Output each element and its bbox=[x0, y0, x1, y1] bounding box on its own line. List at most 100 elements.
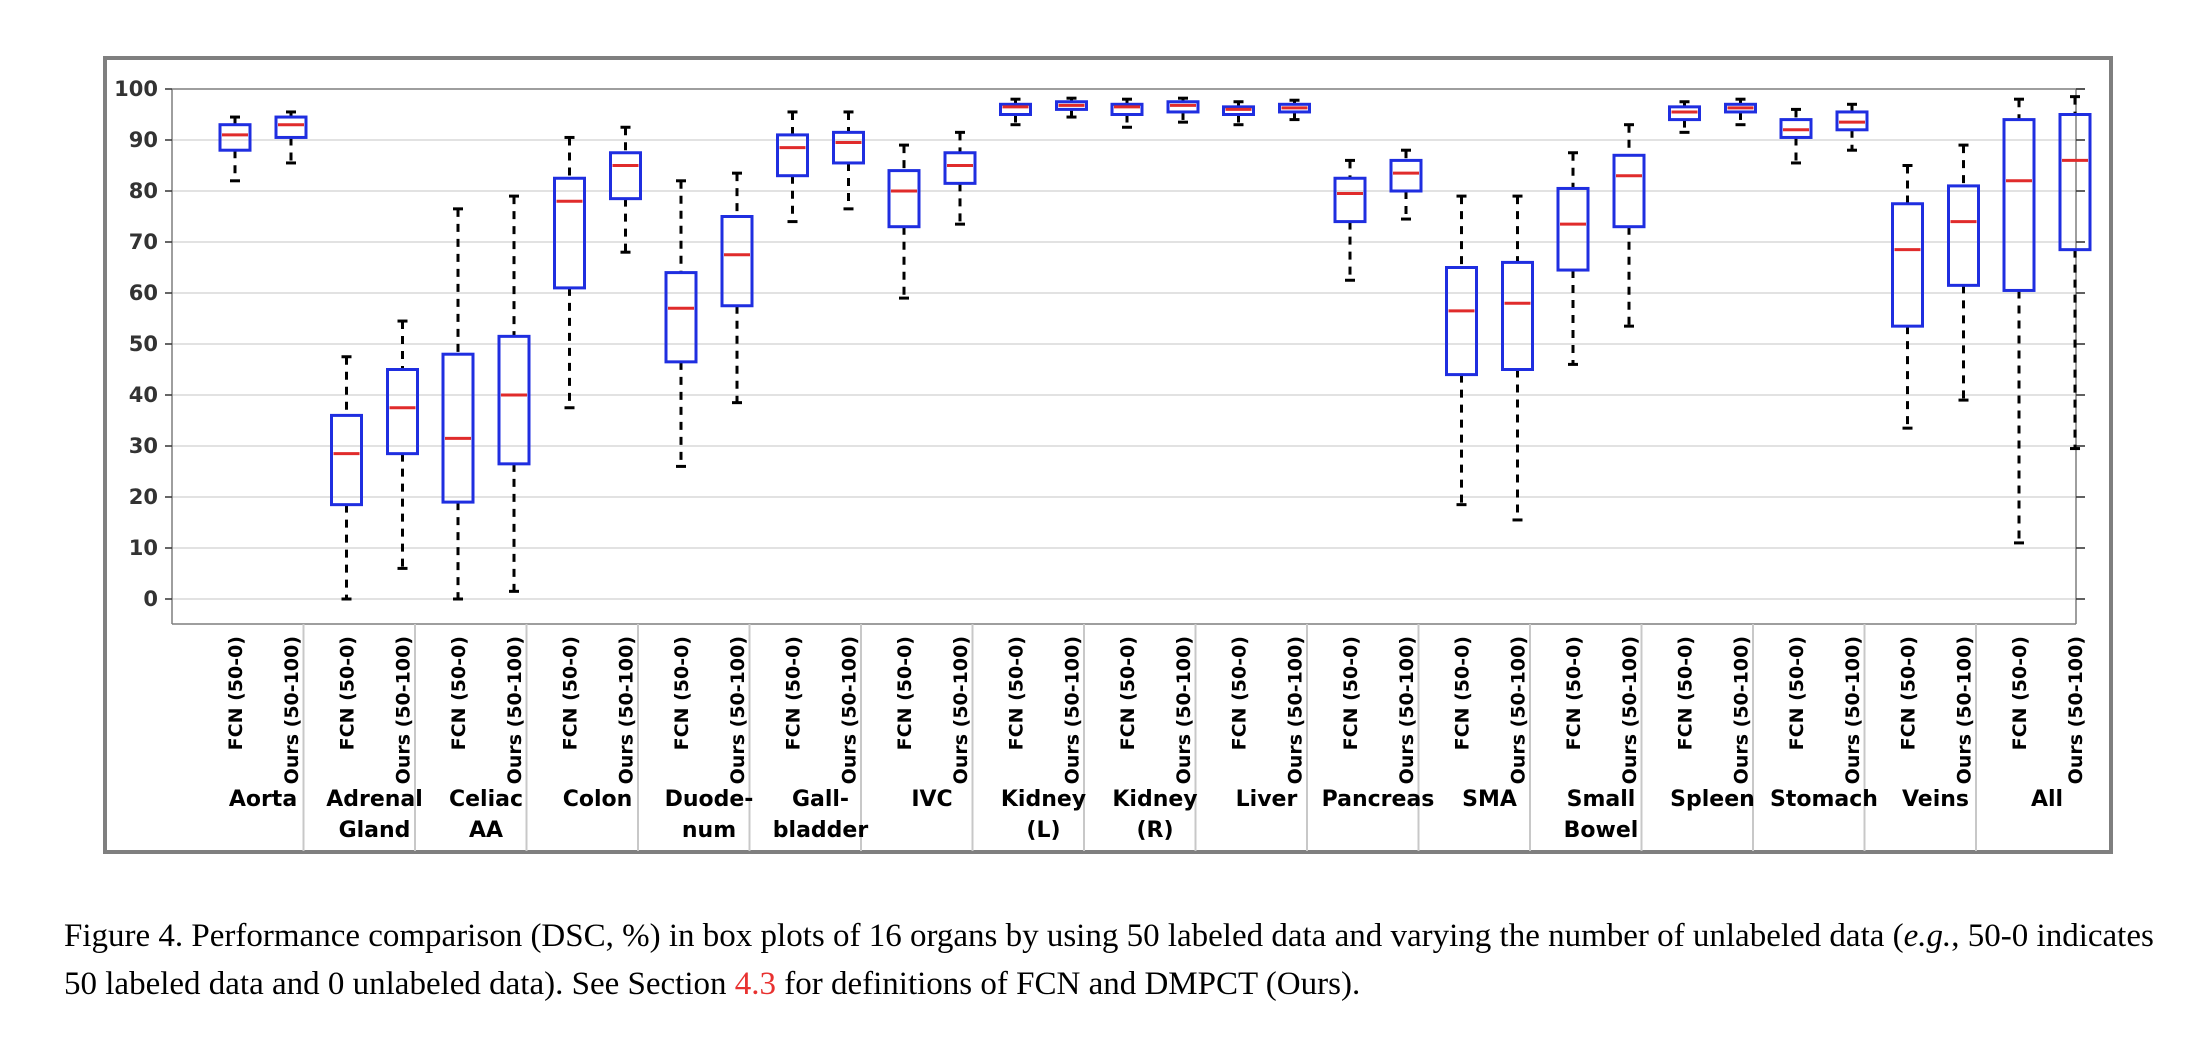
box-label: Ours (50-100) bbox=[1508, 636, 1530, 784]
group-label: Veins bbox=[1902, 787, 1969, 812]
iqr-box bbox=[1389, 158, 1423, 193]
box-plot-item bbox=[386, 319, 419, 570]
y-tick-label: 80 bbox=[129, 179, 158, 203]
group-label: Adrenal bbox=[326, 787, 423, 812]
box-plot-item bbox=[330, 355, 363, 601]
box-label: Ours (50-100) bbox=[839, 636, 861, 784]
box-label: Ours (50-100) bbox=[393, 636, 415, 784]
box-label: FCN (50-0) bbox=[1340, 636, 1362, 750]
iqr-box bbox=[999, 102, 1032, 117]
group-label: Kidney bbox=[1001, 787, 1086, 812]
box-label: Ours (50-100) bbox=[1285, 636, 1307, 784]
iqr-box bbox=[1891, 202, 1924, 328]
box-label: FCN (50-0) bbox=[1563, 636, 1585, 750]
y-tick-label: 60 bbox=[129, 281, 158, 305]
box-plot-item bbox=[1166, 96, 1200, 124]
y-tick-label: 0 bbox=[143, 587, 158, 611]
group-label: Colon bbox=[563, 787, 633, 812]
group-label: Liver bbox=[1236, 787, 1298, 812]
box-plot-item bbox=[1668, 100, 1701, 134]
caption-section-link[interactable]: 4.3 bbox=[734, 966, 776, 1002]
box-label: Ours (50-100) bbox=[1619, 636, 1641, 784]
iqr-box bbox=[497, 334, 531, 466]
figure-caption: Figure 4. Performance comparison (DSC, %… bbox=[64, 912, 2164, 1008]
iqr-box bbox=[1947, 184, 1980, 287]
iqr-box bbox=[1556, 186, 1590, 272]
iqr-box bbox=[1110, 102, 1144, 117]
box-label: Ours (50-100) bbox=[2065, 636, 2087, 784]
iqr-box bbox=[274, 115, 308, 139]
group-label: Pancreas bbox=[1322, 787, 1435, 812]
box-label: Ours (50-100) bbox=[1173, 636, 1195, 784]
box-label: Ours (50-100) bbox=[1396, 636, 1418, 784]
box-plot-item bbox=[1389, 148, 1423, 221]
box-plot-item bbox=[1055, 96, 1088, 119]
x-axis-labels: FCN (50-0) Ours (50-100) Aorta FCN (50-0) Ou… bbox=[225, 636, 2087, 843]
y-tick-label: 70 bbox=[129, 230, 158, 254]
box-plot-item bbox=[999, 97, 1032, 127]
iqr-box bbox=[2002, 118, 2036, 292]
box-plot-item bbox=[553, 135, 586, 410]
box-plot-item bbox=[1445, 194, 1478, 507]
box-label: Ours (50-100) bbox=[1954, 636, 1976, 784]
box-label: FCN (50-0) bbox=[1229, 636, 1251, 750]
box-plot-item bbox=[887, 143, 921, 300]
iqr-box bbox=[1612, 153, 1646, 229]
caption-part3: for definitions of FCN and DMPCT (Ours). bbox=[776, 966, 1361, 1002]
iqr-box bbox=[1166, 100, 1200, 114]
box-label: FCN (50-0) bbox=[1675, 636, 1697, 750]
iqr-box bbox=[720, 215, 754, 308]
box-plot-item bbox=[218, 115, 252, 183]
y-tick-label: 40 bbox=[129, 383, 158, 407]
iqr-box bbox=[1055, 100, 1088, 111]
group-label: Gland bbox=[339, 818, 411, 843]
iqr-box bbox=[664, 271, 698, 364]
box-plot-item bbox=[1779, 107, 1813, 165]
y-tick-label: 90 bbox=[129, 128, 158, 152]
iqr-box bbox=[1668, 105, 1701, 122]
box-plot-chart: 0 10 20 30 40 50 60 70 80 90 100 FCN (50-0) Ours (5… bbox=[103, 56, 2113, 854]
box-plot-item bbox=[497, 194, 531, 593]
box-plot-item bbox=[1612, 123, 1646, 328]
box-plot-item bbox=[1724, 97, 1757, 127]
box-label: Ours (50-100) bbox=[1731, 636, 1753, 784]
box-label: FCN (50-0) bbox=[1452, 636, 1474, 750]
y-tick-label: 30 bbox=[129, 434, 158, 458]
y-tick-label: 20 bbox=[129, 485, 158, 509]
box-label: FCN (50-0) bbox=[2009, 636, 2031, 750]
box-label: FCN (50-0) bbox=[337, 636, 359, 750]
y-axis: 0 10 20 30 40 50 60 70 80 90 100 bbox=[114, 77, 2085, 625]
group-label: Stomach bbox=[1770, 787, 1878, 812]
box-plot-item bbox=[720, 171, 754, 405]
box-plot-item bbox=[1110, 97, 1144, 129]
box-label: Ours (50-100) bbox=[727, 636, 749, 784]
group-label: Small bbox=[1567, 787, 1636, 812]
box-label: Ours (50-100) bbox=[1842, 636, 1864, 784]
iqr-box bbox=[553, 176, 586, 290]
group-label: num bbox=[682, 818, 736, 843]
box-plot-item bbox=[1891, 164, 1924, 430]
box-label: FCN (50-0) bbox=[1898, 636, 1920, 750]
box-label: FCN (50-0) bbox=[448, 636, 470, 750]
iqr-box bbox=[1501, 260, 1534, 371]
caption-part1: Figure 4. Performance comparison (DSC, %… bbox=[64, 918, 1904, 954]
group-label: bladder bbox=[773, 818, 869, 843]
group-label: SMA bbox=[1462, 787, 1517, 812]
box-label: FCN (50-0) bbox=[1786, 636, 1808, 750]
group-label: Celiac bbox=[449, 787, 523, 812]
group-label: (R) bbox=[1136, 818, 1173, 843]
iqr-box bbox=[887, 169, 921, 229]
iqr-box bbox=[609, 151, 642, 201]
group-label: (L) bbox=[1026, 818, 1060, 843]
box-label: Ours (50-100) bbox=[950, 636, 972, 784]
iqr-box bbox=[218, 123, 252, 152]
box-plot-item bbox=[2058, 95, 2092, 451]
box-plot-item bbox=[274, 110, 308, 165]
box-label: FCN (50-0) bbox=[671, 636, 693, 750]
group-separators bbox=[302, 624, 1977, 851]
group-label: Aorta bbox=[229, 787, 297, 812]
iqr-box bbox=[1445, 266, 1478, 377]
iqr-box bbox=[832, 130, 865, 165]
caption-part2: , 50-0 indicates 50 labeled data and 0 u… bbox=[64, 918, 2154, 1002]
